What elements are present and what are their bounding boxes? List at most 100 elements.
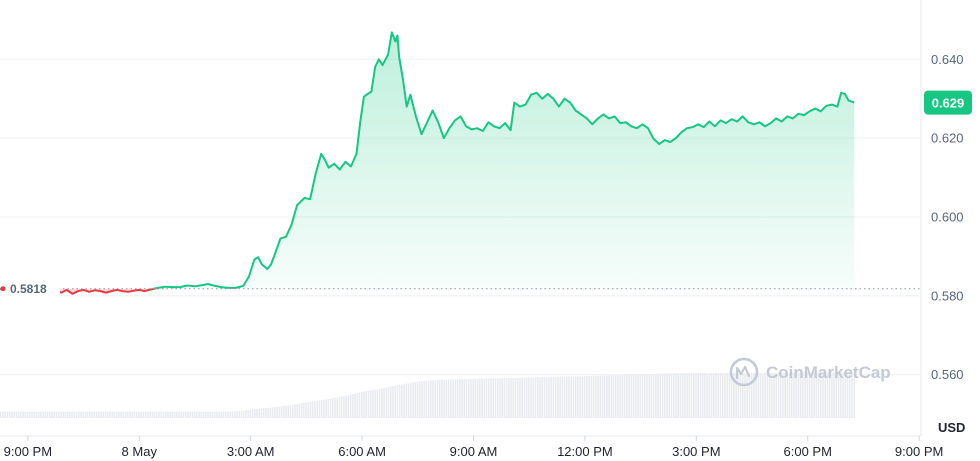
volume-bar	[251, 409, 254, 418]
volume-bar	[523, 377, 526, 418]
volume-bar	[579, 376, 581, 418]
volume-bar	[109, 411, 111, 418]
volume-bar	[155, 411, 158, 418]
volume-bar	[24, 411, 27, 418]
volume-bar	[218, 411, 220, 418]
volume-bar	[514, 377, 517, 418]
volume-bar	[320, 400, 323, 418]
volume-bar	[42, 411, 44, 418]
volume-bar	[677, 373, 679, 418]
volume-bar	[28, 411, 31, 418]
volume-bar	[6, 411, 9, 418]
watermark-text: CoinMarketCap	[766, 363, 891, 382]
volume-bar	[621, 374, 624, 418]
volume-bar	[472, 378, 474, 418]
volume-bar	[427, 380, 430, 418]
volume-bar	[583, 376, 586, 418]
volume-bar	[62, 411, 64, 418]
volume-bar	[200, 411, 203, 418]
volume-bar	[528, 377, 530, 418]
volume-bar	[385, 387, 388, 418]
volume-bar	[552, 376, 555, 418]
volume-bar	[227, 411, 229, 418]
volume-bar	[378, 388, 381, 418]
volume-bar	[133, 411, 136, 418]
volume-bar	[819, 372, 822, 418]
volume-bar	[372, 390, 374, 418]
volume-bar	[521, 377, 524, 418]
volume-bar	[191, 411, 194, 418]
volume-bar	[60, 411, 62, 418]
volume-bar	[394, 385, 396, 418]
volume-bar	[271, 407, 274, 418]
volume-bar	[358, 392, 361, 418]
volume-bar	[721, 372, 724, 418]
volume-bar	[657, 373, 659, 418]
volume-bar	[113, 411, 116, 418]
volume-bar	[374, 389, 376, 418]
volume-bar	[717, 372, 720, 418]
volume-bar	[554, 376, 557, 418]
volume-bar	[476, 378, 479, 418]
volume-bar	[848, 372, 851, 418]
volume-bar	[525, 377, 528, 418]
volume-bar	[347, 395, 350, 418]
price-areas	[0, 32, 855, 294]
volume-bar	[597, 375, 599, 418]
volume-bar	[788, 372, 791, 418]
volume-bar	[813, 372, 815, 418]
volume-bar	[824, 372, 827, 418]
volume-bar	[601, 375, 604, 418]
volume-bar	[124, 411, 127, 418]
volume-bar	[650, 373, 653, 418]
reference-label: 0.5818	[10, 282, 47, 296]
volume-bar	[724, 372, 726, 418]
volume-bar	[791, 372, 793, 418]
volume-bar	[543, 377, 546, 418]
volume-bar	[296, 403, 298, 418]
volume-bar	[592, 375, 595, 418]
volume-bar	[833, 372, 835, 418]
volume-bar	[222, 411, 225, 418]
volume-bar	[768, 372, 771, 418]
volume-bar	[171, 411, 174, 418]
volume-bar	[661, 373, 664, 418]
volume-bar	[180, 411, 183, 418]
volume-bar	[715, 372, 717, 418]
volume-bar	[49, 411, 51, 418]
volume-bar	[608, 375, 610, 418]
volume-bar	[586, 376, 588, 418]
volume-bar	[307, 402, 310, 418]
volume-bar	[360, 392, 363, 418]
volume-bar	[409, 382, 412, 418]
volume-bar	[4, 411, 7, 418]
volume-bar	[755, 372, 757, 418]
up-area	[154, 32, 855, 289]
volume-bar	[811, 372, 813, 418]
volume-bar	[55, 411, 58, 418]
volume-bar	[77, 411, 80, 418]
volume-bar	[831, 372, 833, 418]
volume-bar	[423, 381, 425, 418]
volume-bar	[643, 374, 646, 418]
volume-bar	[764, 372, 766, 418]
volume-bar	[383, 387, 385, 418]
volume-bar	[120, 411, 122, 418]
volume-bar	[204, 411, 207, 418]
volume-bar	[82, 411, 85, 418]
volume-bar	[135, 411, 138, 418]
volume-bar	[545, 377, 548, 418]
volume-bar	[750, 372, 753, 418]
volume-bar	[0, 411, 2, 418]
volume-bar	[425, 380, 428, 418]
volume-bar	[260, 408, 263, 418]
volume-bar	[806, 372, 809, 418]
volume-bar	[403, 384, 405, 418]
volume-bar	[565, 376, 568, 418]
volume-bar	[311, 401, 314, 418]
volume-bar	[265, 408, 267, 418]
volume-bar	[590, 375, 593, 418]
volume-bar	[487, 378, 490, 418]
volume-bar	[262, 408, 265, 418]
